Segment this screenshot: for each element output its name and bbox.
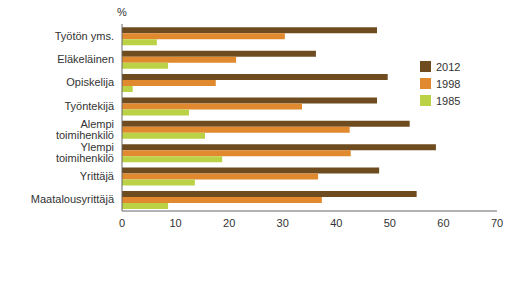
svg-text:Ylempitoimihenkilö: Ylempitoimihenkilö <box>56 141 114 164</box>
svg-text:10: 10 <box>169 217 181 229</box>
svg-text:Alempitoimihenkilö: Alempitoimihenkilö <box>56 118 114 141</box>
svg-text:20: 20 <box>223 217 235 229</box>
html-text:1985: 1985 <box>436 94 461 107</box>
svg-text:0: 0 <box>119 217 125 229</box>
svg-text:60: 60 <box>437 217 449 229</box>
svg-text:Maatalousyrittäjä: Maatalousyrittäjä <box>31 193 115 205</box>
svg-text:30: 30 <box>277 217 289 229</box>
svg-text:Opiskelija: Opiskelija <box>66 76 115 88</box>
html-text:1998: 1998 <box>436 77 461 90</box>
svg-text:50: 50 <box>384 217 396 229</box>
svg-text:40: 40 <box>330 217 342 229</box>
svg-text:Eläkeläinen: Eläkeläinen <box>57 53 114 65</box>
svg-text:70: 70 <box>491 217 502 229</box>
html-text:2012: 2012 <box>436 60 461 73</box>
svg-text:Yrittäjä: Yrittäjä <box>80 170 115 182</box>
svg-text:Työntekijä: Työntekijä <box>64 100 114 112</box>
svg-text:Työtön yms.: Työtön yms. <box>55 30 114 42</box>
